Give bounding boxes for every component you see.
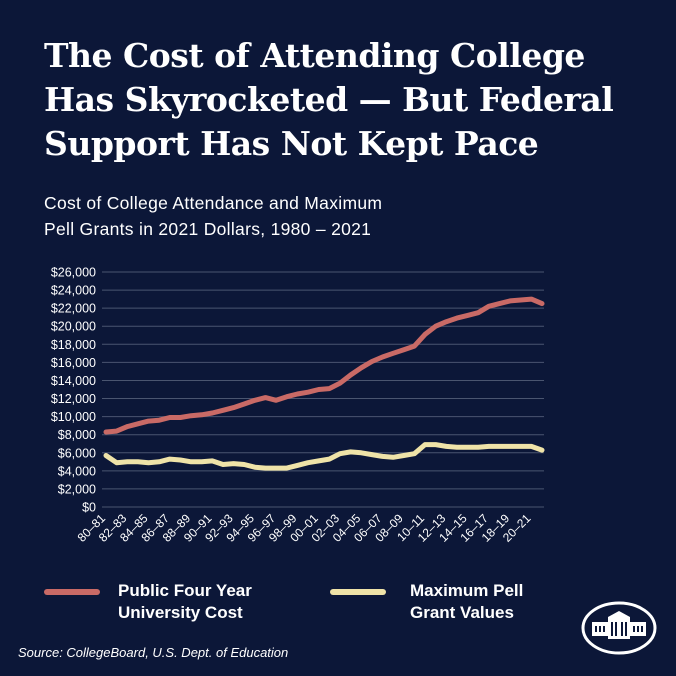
y-tick-label: $24,000 <box>51 284 96 298</box>
y-tick-label: $4,000 <box>58 464 96 478</box>
legend-label-pell-line-2: Grant Values <box>410 603 514 622</box>
y-tick-label: $18,000 <box>51 338 96 352</box>
chart-title-line-1: Cost of College Attendance and Maximum <box>44 193 383 213</box>
chart-title: Cost of College Attendance and Maximum P… <box>44 190 382 242</box>
source-note: Source: CollegeBoard, U.S. Dept. of Educ… <box>18 645 289 660</box>
y-tick-label: $16,000 <box>51 356 96 370</box>
legend-label-pell: Maximum Pell Grant Values <box>410 580 523 624</box>
chart-title-line-2: Pell Grants in 2021 Dollars, 1980 – 2021 <box>44 219 372 239</box>
legend-label-cost: Public Four Year University Cost <box>118 580 252 624</box>
y-tick-label: $12,000 <box>51 392 96 406</box>
series-line-cost <box>103 296 545 435</box>
line-chart: $0 $2,000 $4,000 $6,000 $8,000 $10,000 $12,000… <box>51 266 545 545</box>
y-tick-label: $20,000 <box>51 320 96 334</box>
legend-swatch-pell <box>330 589 386 595</box>
legend-swatch-cost <box>44 589 100 595</box>
legend-label-cost-line-1: Public Four Year <box>118 581 252 600</box>
y-tick-label: $8,000 <box>58 428 96 442</box>
y-tick-label: $6,000 <box>58 446 96 460</box>
y-tick-label: $0 <box>82 501 96 515</box>
y-tick-label: $10,000 <box>51 410 96 424</box>
y-tick-label: $22,000 <box>51 302 96 316</box>
series-line-pell <box>103 442 545 471</box>
y-tick-label: $2,000 <box>58 482 96 496</box>
legend-label-pell-line-1: Maximum Pell <box>410 581 524 600</box>
page-title: The Cost of Attending College Has Skyroc… <box>44 36 614 163</box>
legend-label-cost-line-2: University Cost <box>118 603 243 622</box>
white-house-seal-icon <box>581 601 657 655</box>
y-tick-label: $14,000 <box>51 374 96 388</box>
y-tick-label: $26,000 <box>51 266 96 280</box>
